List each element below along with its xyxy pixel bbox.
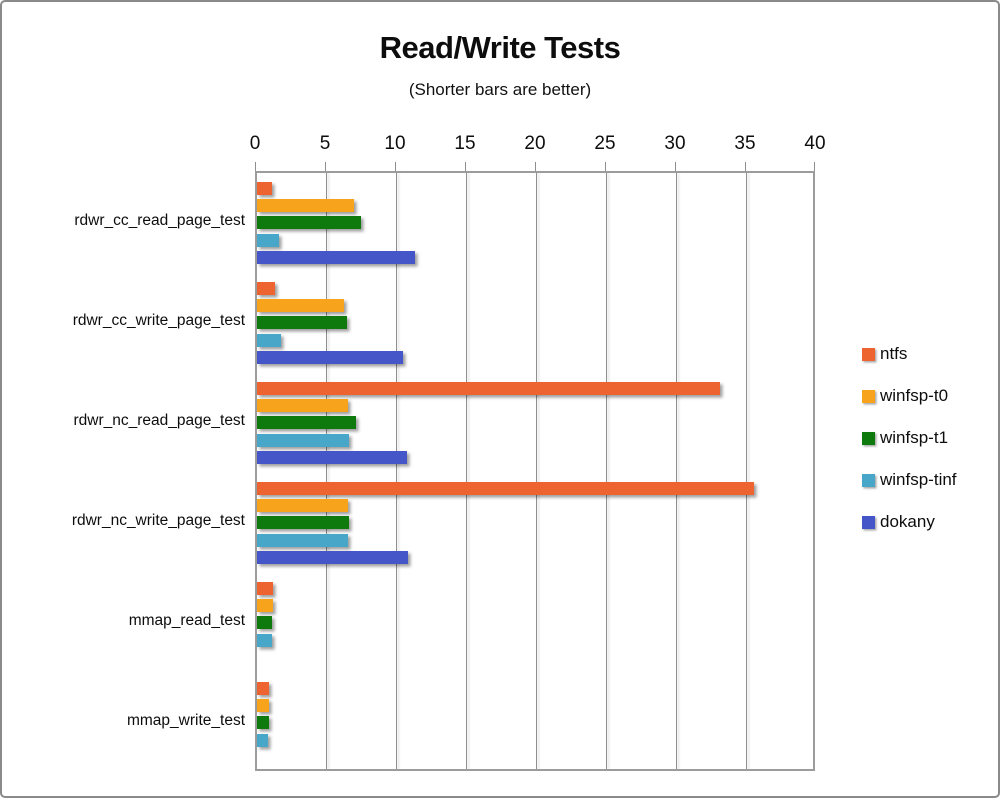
bar-winfsp-t1 — [257, 716, 269, 729]
legend-swatch — [862, 347, 875, 361]
bar-ntfs — [257, 582, 273, 595]
bar-ntfs — [257, 482, 754, 495]
gridline — [676, 173, 677, 769]
legend-label: dokany — [880, 512, 935, 531]
bar-ntfs — [257, 382, 720, 395]
axis-tick-mark — [255, 162, 256, 171]
axis-tick-label: 35 — [734, 133, 756, 154]
axis-tick-label: 10 — [384, 133, 406, 154]
legend-item: ntfs — [862, 333, 957, 375]
bar-winfsp-tinf — [257, 234, 279, 247]
gridline — [396, 173, 397, 769]
legend-item: winfsp-t0 — [862, 375, 957, 417]
bar-ntfs — [257, 682, 269, 695]
legend-swatch — [862, 473, 875, 487]
gridline — [606, 173, 607, 769]
gridline — [326, 173, 327, 769]
axis-tick-label: 15 — [454, 133, 476, 154]
axis-tick-label: 25 — [594, 133, 616, 154]
bar-winfsp-tinf — [257, 434, 349, 447]
axis-tick-mark — [325, 162, 326, 171]
category-label: rdwr_cc_write_page_test — [72, 312, 245, 329]
legend-label: winfsp-t1 — [880, 428, 949, 447]
legend: ntfs winfsp-t0 winfsp-t1 winfsp-tinf dokany — [862, 333, 957, 543]
bar-winfsp-t0 — [257, 399, 348, 412]
legend-item: winfsp-tinf — [862, 459, 957, 501]
bar-winfsp-t1 — [257, 416, 356, 429]
legend-swatch — [862, 431, 875, 445]
axis-tick-mark — [814, 162, 815, 171]
bar-winfsp-t0 — [257, 199, 354, 212]
axis-tick-mark — [395, 162, 396, 171]
axis-tick-mark — [745, 162, 746, 171]
bar-winfsp-t1 — [257, 616, 272, 629]
axis-tick-mark — [605, 162, 606, 171]
legend-label: winfsp-t0 — [880, 386, 949, 405]
legend-swatch — [862, 389, 875, 403]
legend-swatch — [862, 515, 875, 529]
bar-winfsp-t1 — [257, 516, 349, 529]
page-title: Read/Write Tests — [379, 30, 621, 65]
axis-tick-mark — [465, 162, 466, 171]
bar-winfsp-t0 — [257, 599, 273, 612]
bar-winfsp-t1 — [257, 216, 361, 229]
category-label: rdwr_cc_read_page_test — [74, 212, 245, 229]
axis-tick-label: 5 — [319, 133, 331, 154]
category-label: rdwr_nc_write_page_test — [71, 512, 245, 529]
gridline — [746, 173, 747, 769]
bar-winfsp-t1 — [257, 316, 347, 329]
axis-tick-mark — [675, 162, 676, 171]
page-subtitle: (Shorter bars are better) — [408, 80, 592, 99]
bar-winfsp-tinf — [257, 334, 281, 347]
bar-winfsp-tinf — [257, 634, 272, 647]
bar-winfsp-tinf — [257, 534, 348, 547]
bar-ntfs — [257, 182, 272, 195]
bar-winfsp-t0 — [257, 499, 348, 512]
legend-item: winfsp-t1 — [862, 417, 957, 459]
axis-tick-mark — [535, 162, 536, 171]
gridline — [536, 173, 537, 769]
bar-dokany — [257, 351, 403, 364]
legend-item: dokany — [862, 501, 957, 543]
legend-label: ntfs — [880, 344, 908, 363]
plot-area — [255, 171, 815, 771]
bar-dokany — [257, 551, 408, 564]
bar-winfsp-tinf — [257, 734, 268, 747]
bar-ntfs — [257, 282, 275, 295]
bar-winfsp-t0 — [257, 699, 269, 712]
category-label: mmap_write_test — [126, 712, 245, 729]
axis-tick-label: 20 — [524, 133, 546, 154]
bar-dokany — [257, 251, 415, 264]
axis-tick-label: 40 — [804, 133, 826, 154]
category-label: rdwr_nc_read_page_test — [73, 412, 245, 429]
category-label: mmap_read_test — [128, 612, 245, 629]
bar-dokany — [257, 451, 407, 464]
gridline — [466, 173, 467, 769]
axis-tick-label: 0 — [249, 133, 261, 154]
axis-tick-label: 30 — [664, 133, 686, 154]
legend-label: winfsp-tinf — [880, 470, 957, 489]
bar-winfsp-t0 — [257, 299, 344, 312]
